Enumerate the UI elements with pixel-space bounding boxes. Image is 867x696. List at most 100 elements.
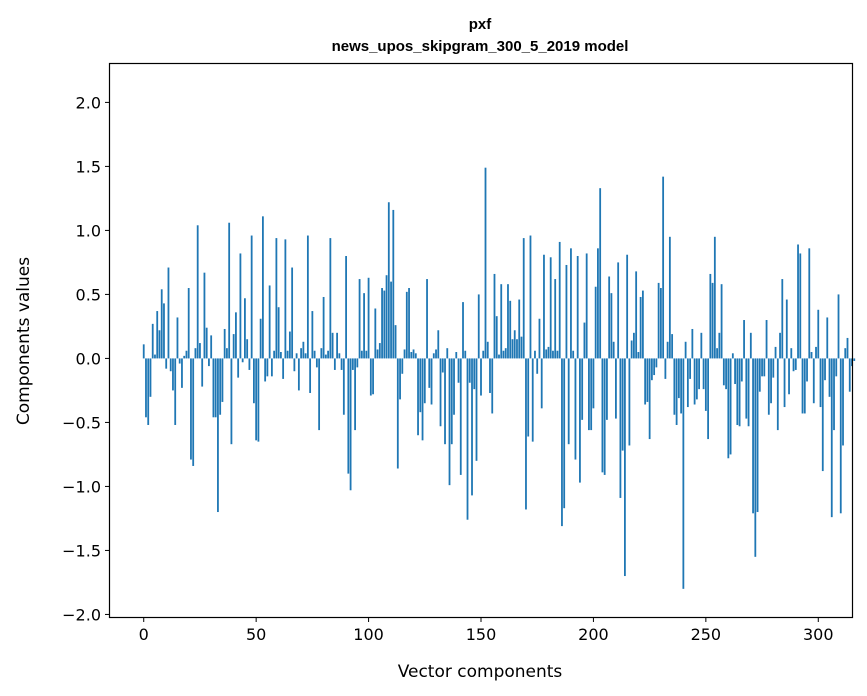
bar xyxy=(833,358,835,431)
bar xyxy=(257,358,260,442)
bar xyxy=(396,358,399,469)
bar xyxy=(626,254,629,359)
y-tick-label: 1.5 xyxy=(76,157,101,176)
bar xyxy=(212,358,215,418)
bar xyxy=(142,344,145,359)
bar xyxy=(385,275,388,359)
bar xyxy=(412,349,415,359)
bar xyxy=(484,167,487,359)
bar xyxy=(709,273,712,359)
bar xyxy=(282,358,285,379)
bar xyxy=(241,358,244,363)
bar xyxy=(846,337,849,359)
bar xyxy=(752,358,754,514)
bar xyxy=(830,358,833,518)
bar xyxy=(430,358,433,405)
x-tick-label: 200 xyxy=(578,625,609,644)
bar xyxy=(336,332,338,359)
bar xyxy=(808,248,811,359)
bar xyxy=(698,358,700,390)
bar xyxy=(221,358,224,402)
bar xyxy=(239,253,242,359)
bar xyxy=(293,358,296,372)
bar xyxy=(435,349,437,359)
bar xyxy=(423,358,426,404)
bar xyxy=(567,358,570,445)
bar xyxy=(718,332,721,359)
bar xyxy=(776,358,779,431)
bar xyxy=(196,225,199,359)
bar xyxy=(554,279,557,359)
bar xyxy=(790,348,793,359)
bar xyxy=(659,288,662,359)
bar xyxy=(498,354,500,359)
bar xyxy=(500,284,503,359)
bar xyxy=(641,290,644,359)
bar xyxy=(253,358,255,404)
bar xyxy=(154,354,156,359)
bar xyxy=(351,358,354,370)
y-tick-label: 1.0 xyxy=(76,221,101,240)
bar xyxy=(223,328,226,359)
bar xyxy=(324,354,327,359)
bar xyxy=(489,358,491,393)
bar xyxy=(734,358,736,385)
bar xyxy=(230,358,233,445)
bar xyxy=(219,358,222,415)
bar-series xyxy=(142,167,856,589)
bar xyxy=(763,358,766,377)
bar xyxy=(192,358,195,466)
bar xyxy=(187,288,190,359)
bar xyxy=(842,358,844,446)
bar xyxy=(428,358,431,388)
bar xyxy=(444,358,446,445)
bar xyxy=(244,298,246,359)
bar xyxy=(758,358,761,392)
bar xyxy=(392,209,395,359)
bar xyxy=(743,320,745,359)
bar xyxy=(295,353,298,359)
bar xyxy=(617,262,620,359)
bar xyxy=(520,336,523,359)
bar xyxy=(579,358,581,483)
bar xyxy=(376,349,379,359)
bar xyxy=(792,358,795,372)
bar xyxy=(214,358,217,418)
bar xyxy=(801,358,804,414)
bar xyxy=(749,332,752,359)
bar xyxy=(426,279,428,359)
bar xyxy=(561,358,563,527)
bar xyxy=(765,320,768,359)
bar xyxy=(183,355,186,359)
bar xyxy=(806,358,808,382)
bar xyxy=(250,235,253,359)
bar xyxy=(358,279,361,359)
bar xyxy=(147,358,150,425)
bar xyxy=(459,358,462,475)
y-tick-label: 0.5 xyxy=(76,285,101,304)
bar xyxy=(504,348,507,359)
bar xyxy=(610,293,613,359)
bar xyxy=(374,308,377,359)
bar xyxy=(502,350,505,359)
bar xyxy=(731,353,734,359)
bar xyxy=(774,346,777,359)
bar xyxy=(401,358,404,374)
bar xyxy=(635,271,638,359)
bar xyxy=(313,350,316,359)
bar xyxy=(574,358,577,460)
bar xyxy=(511,339,514,359)
bar xyxy=(817,309,820,359)
bar xyxy=(399,358,401,400)
bar xyxy=(441,358,444,373)
bar xyxy=(383,290,386,359)
bar xyxy=(378,343,381,359)
bar xyxy=(666,341,669,359)
bar xyxy=(194,348,197,359)
bar xyxy=(650,358,653,381)
bar xyxy=(248,358,251,370)
bar xyxy=(437,330,440,359)
bar xyxy=(178,358,181,364)
bar xyxy=(167,267,170,359)
